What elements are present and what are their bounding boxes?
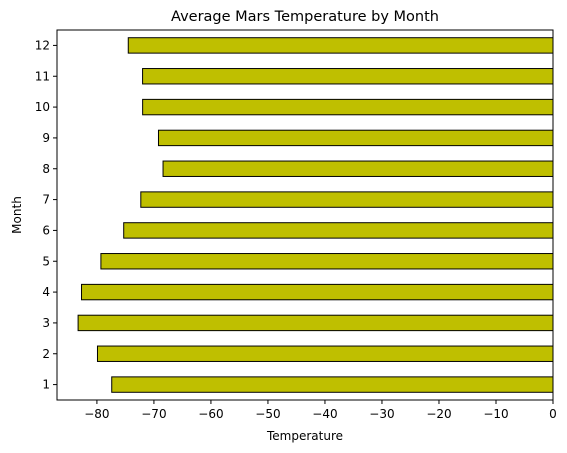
y-tick-label: 7 bbox=[42, 193, 50, 207]
y-tick-label: 11 bbox=[35, 69, 50, 83]
y-axis-label: Month bbox=[10, 196, 24, 234]
y-tick-label: 12 bbox=[35, 38, 50, 52]
y-tick-label: 5 bbox=[42, 254, 50, 268]
x-tick-label: −10 bbox=[483, 407, 508, 421]
x-tick-label: 0 bbox=[549, 407, 557, 421]
bar-month-2 bbox=[96, 345, 554, 362]
x-tick-label: −30 bbox=[369, 407, 394, 421]
y-tick-label: 3 bbox=[42, 316, 50, 330]
y-tick-label: 8 bbox=[42, 162, 50, 176]
x-tick-label: −20 bbox=[426, 407, 451, 421]
x-axis-label: Temperature bbox=[266, 429, 343, 443]
bar-month-11 bbox=[142, 68, 554, 85]
x-tick-label: −80 bbox=[84, 407, 109, 421]
x-tick-label: −50 bbox=[255, 407, 280, 421]
chart-title: Average Mars Temperature by Month bbox=[171, 9, 439, 25]
plot-frame bbox=[56, 29, 554, 401]
bar-month-3 bbox=[77, 314, 554, 332]
bars-group bbox=[77, 37, 554, 393]
bar-month-10 bbox=[142, 98, 554, 116]
x-tick-label: −70 bbox=[141, 407, 166, 421]
bar-month-8 bbox=[162, 160, 554, 177]
y-tick-label: 2 bbox=[42, 347, 50, 361]
y-tick-label: 10 bbox=[35, 100, 50, 114]
bar-month-5 bbox=[100, 253, 554, 270]
bar-month-4 bbox=[81, 283, 554, 301]
bar-month-12 bbox=[127, 37, 554, 54]
bar-month-7 bbox=[140, 191, 554, 208]
bar-month-1 bbox=[111, 376, 554, 393]
y-tick-label: 6 bbox=[42, 223, 50, 237]
bar-month-9 bbox=[157, 129, 554, 147]
y-tick-label: 9 bbox=[42, 131, 50, 145]
x-axis-ticks: −80 −70 −60 −50 −40 −30 −20 −10 0 bbox=[84, 400, 557, 421]
bar-month-6 bbox=[123, 222, 554, 239]
y-tick-label: 1 bbox=[42, 378, 50, 392]
y-tick-label: 4 bbox=[42, 285, 50, 299]
x-tick-label: −60 bbox=[198, 407, 223, 421]
x-tick-label: −40 bbox=[312, 407, 337, 421]
